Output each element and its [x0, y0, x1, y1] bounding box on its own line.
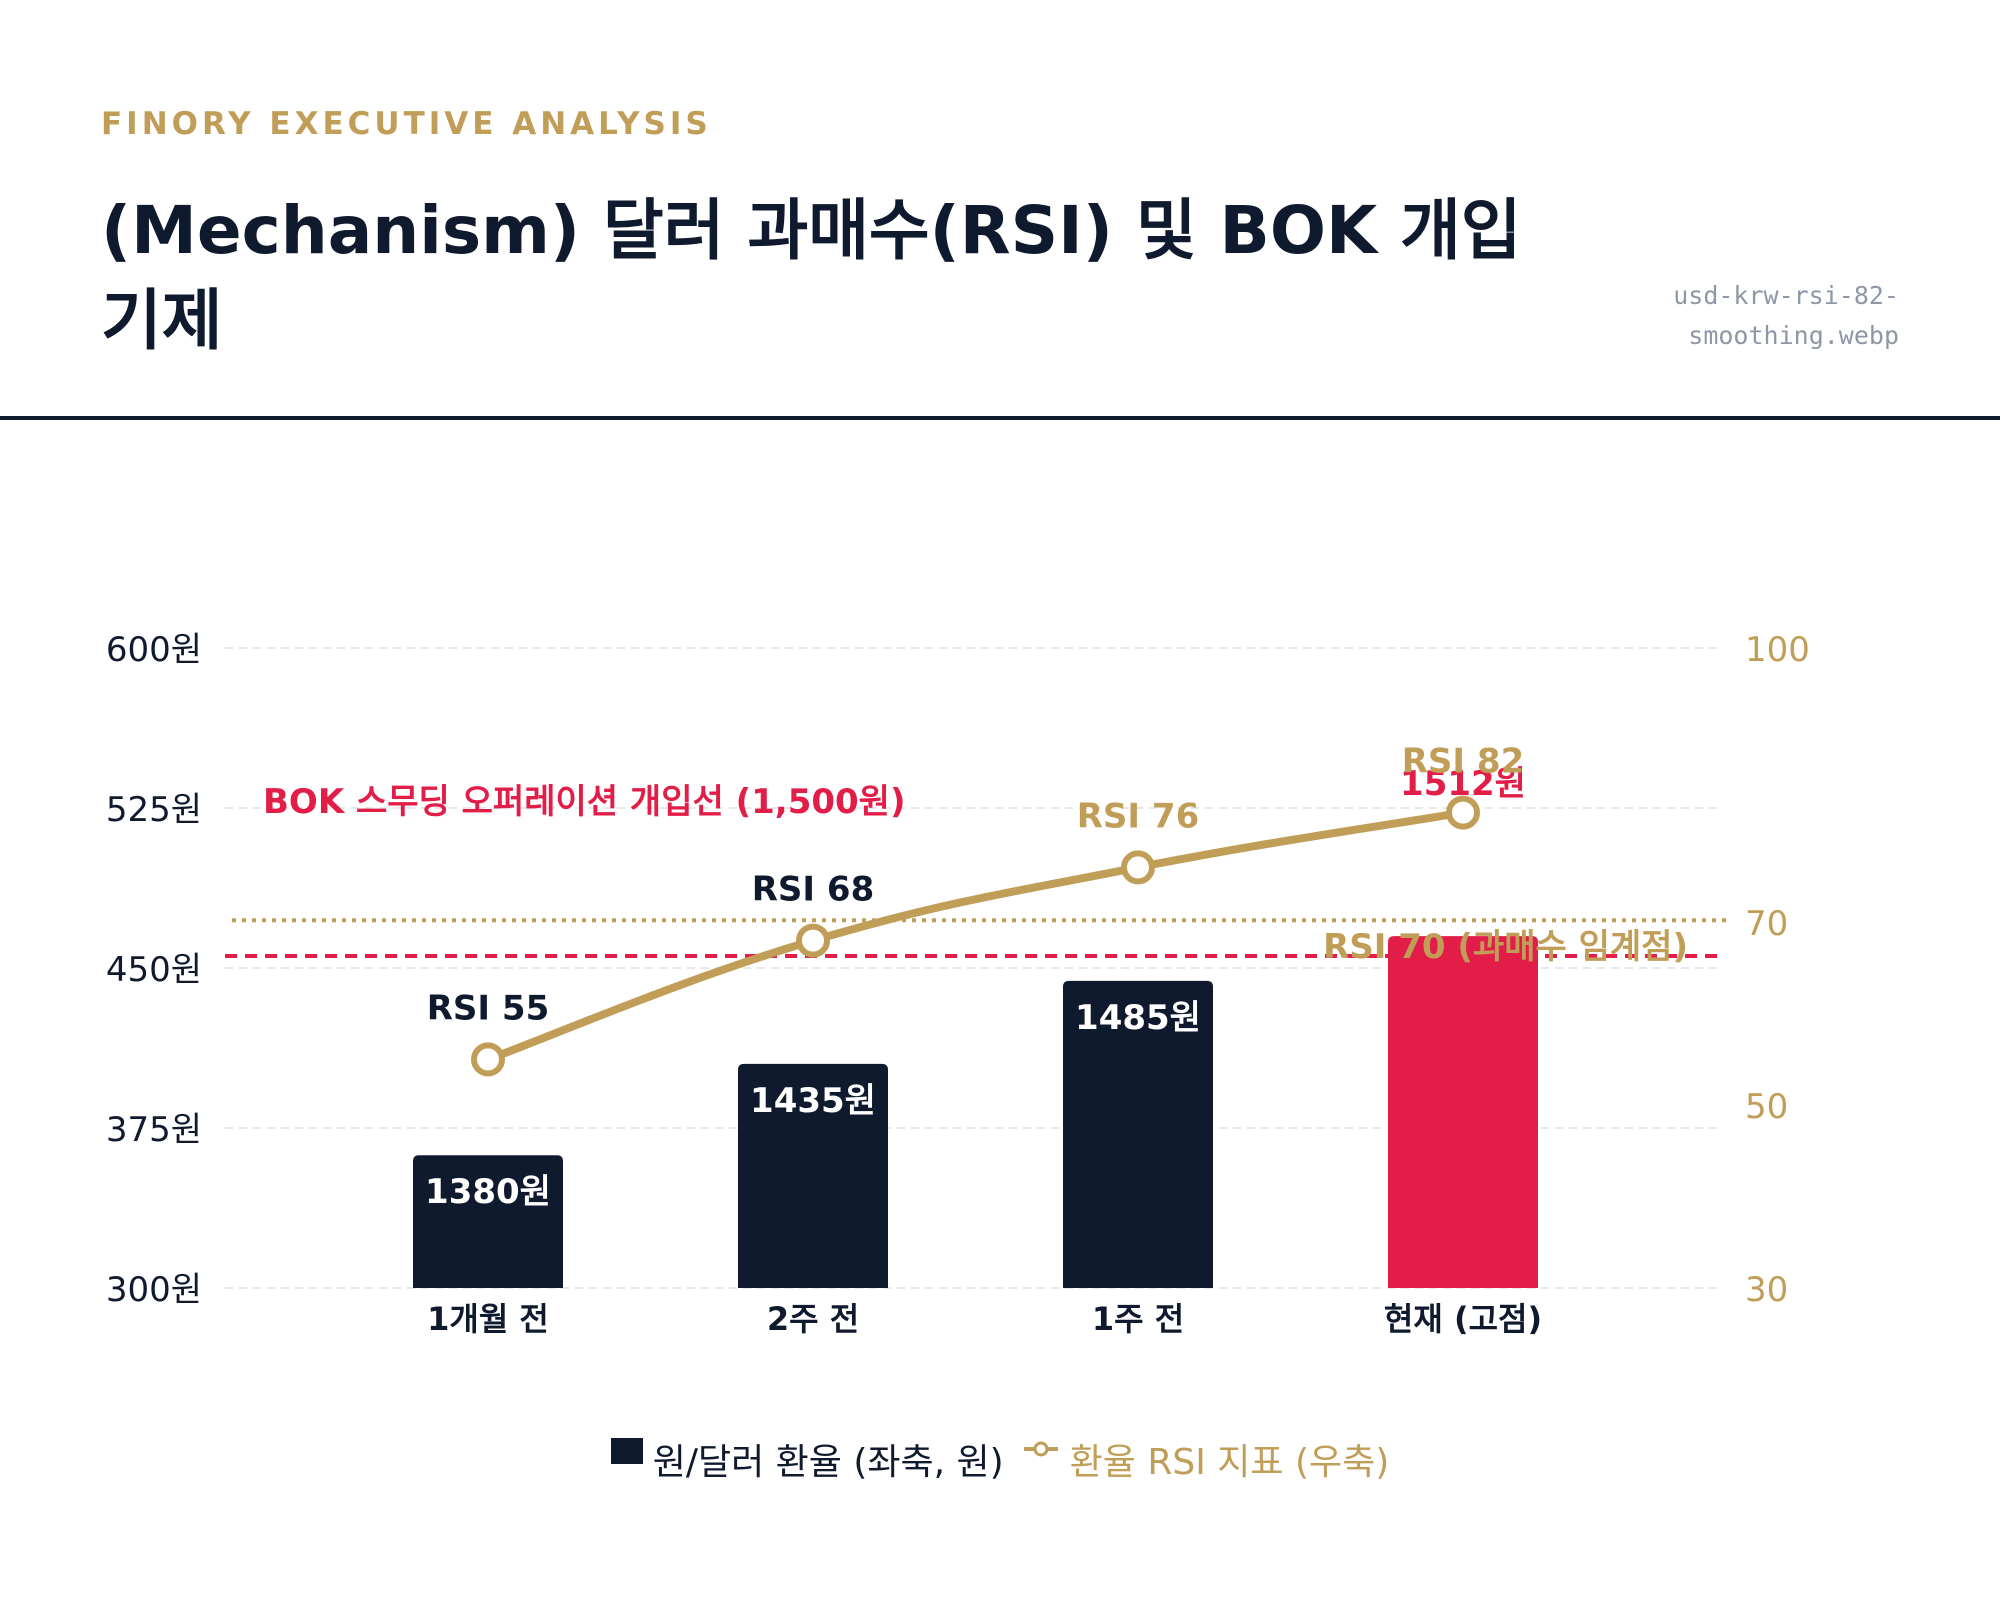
y-right-tick-label: 50 [1745, 1087, 1788, 1127]
rsi-point-label: RSI 55 [427, 988, 549, 1028]
rsi-point-label: RSI 76 [1077, 796, 1199, 836]
y-left-tick-label: 300원 [106, 1270, 202, 1310]
legend-line-label: 환율 RSI 지표 (우축) [1069, 1442, 1390, 1483]
bar-1 [413, 1155, 563, 1288]
page-title: (Mechanism) 달러 과매수(RSI) 및 BOK 개입 기제 [101, 192, 1522, 359]
bar-value-label: 1485원 [1075, 998, 1201, 1038]
filename-line-2: smoothing.webp [1688, 321, 1899, 350]
bar-4 [1388, 936, 1538, 1288]
rsi-point-label: RSI 68 [752, 870, 874, 910]
report-kicker: FINORY EXECUTIVE ANALYSIS [101, 106, 712, 142]
x-category-label: 현재 (고점) [1384, 1300, 1542, 1338]
rsi-point-label: RSI 82 [1402, 742, 1524, 782]
x-category-label: 2주 전 [767, 1300, 859, 1338]
rsi-overbought-label: RSI 70 (과매수 임계점) [1323, 927, 1688, 967]
bar-3 [1063, 980, 1213, 1288]
rsi-line [484, 808, 1467, 1064]
bok-intervention-label: BOK 스무딩 오퍼레이션 개입선 (1,500원) [263, 782, 906, 822]
y-left-tick-label: 600원 [106, 630, 202, 670]
y-left-tick-label: 525원 [106, 790, 202, 830]
y-left-tick-label: 450원 [106, 950, 202, 990]
bar-value-label: 1435원 [750, 1081, 876, 1121]
y-right-tick-label: 70 [1745, 904, 1788, 944]
rsi-point-3 [1121, 850, 1155, 885]
legend-bar-label: 원/달러 환율 (좌축, 원) [652, 1442, 1004, 1483]
chart-legend: 원/달러 환율 (좌축, 원) 환율 RSI 지표 (우축) [0, 1433, 2000, 1485]
legend-item-bars: 원/달러 환율 (좌축, 원) [610, 1433, 1004, 1485]
legend-item-line: 환율 RSI 지표 (우축) [1022, 1433, 1390, 1485]
rsi-point-2 [796, 923, 830, 958]
legend-bar-swatch [610, 1438, 643, 1464]
x-category-label: 1주 전 [1092, 1300, 1184, 1338]
image-filename: usd-krw-rsi-82- smoothing.webp [1599, 276, 1899, 356]
bar-value-label: 1380원 [425, 1172, 551, 1212]
y-left-tick-label: 375원 [106, 1110, 202, 1150]
rsi-point-4 [1446, 795, 1480, 830]
rsi-point-1 [471, 1042, 505, 1077]
bar-2 [738, 1063, 888, 1288]
y-right-tick-label: 100 [1745, 630, 1810, 670]
header-divider [0, 416, 2000, 420]
y-right-tick-label: 30 [1745, 1270, 1788, 1310]
legend-line-swatch [1023, 1441, 1058, 1457]
x-category-label: 1개월 전 [427, 1300, 549, 1338]
filename-line-1: usd-krw-rsi-82- [1673, 281, 1899, 310]
